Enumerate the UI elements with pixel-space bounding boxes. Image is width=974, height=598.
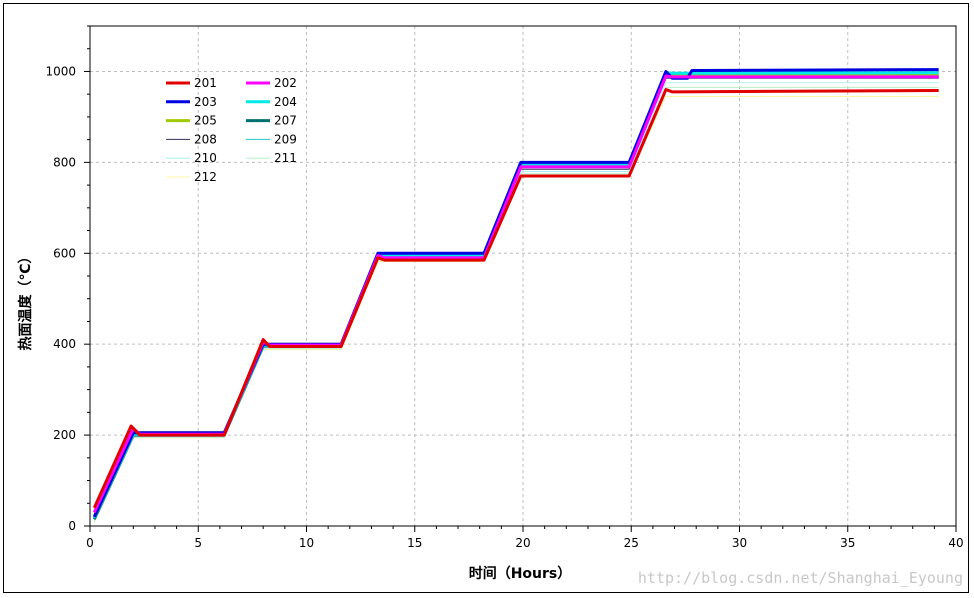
series-line-204	[92, 70, 939, 519]
x-tick-label: 40	[948, 536, 963, 550]
series-line-208	[93, 77, 939, 511]
x-tick-label: 25	[624, 536, 639, 550]
series-line-201	[92, 88, 939, 509]
legend-label-211: 211	[274, 151, 297, 165]
y-tick-label: 400	[53, 337, 76, 351]
x-tick-label: 0	[86, 536, 94, 550]
series-line-207	[92, 74, 939, 520]
y-tick-label: 0	[68, 519, 76, 533]
watermark-text: http://blog.csdn.net/Shanghai_Eyoung	[638, 569, 963, 587]
x-tick-label: 10	[299, 536, 314, 550]
x-axis-title: 时间（Hours）	[469, 565, 572, 582]
y-tick-label: 800	[53, 155, 76, 169]
x-tick-label: 30	[732, 536, 747, 550]
series-line-211	[93, 86, 939, 522]
y-tick-label: 600	[53, 246, 76, 260]
series-line-210	[93, 82, 939, 521]
legend-label-212: 212	[194, 170, 217, 184]
series-lines	[92, 68, 939, 523]
series-line-203	[92, 68, 939, 518]
legend: 201 202 203 204 205 207 208 209 210 211 212	[166, 76, 297, 184]
legend-label-210: 210	[194, 151, 217, 165]
series-line-209	[93, 73, 939, 520]
legend-label-205: 205	[194, 114, 217, 128]
series-line-202	[92, 74, 939, 514]
x-tick-label: 20	[515, 536, 530, 550]
y-tick-label: 200	[53, 428, 76, 442]
x-tick-label: 35	[840, 536, 855, 550]
x-tick-label: 5	[194, 536, 202, 550]
legend-label-203: 203	[194, 95, 217, 109]
series-line-205	[92, 73, 939, 517]
legend-label-207: 207	[274, 114, 297, 128]
grid	[90, 26, 956, 526]
x-tick-label: 15	[407, 536, 422, 550]
legend-label-202: 202	[274, 76, 297, 90]
legend-label-204: 204	[274, 95, 297, 109]
legend-label-201: 201	[194, 76, 217, 90]
y-tick-label: 1000	[45, 64, 76, 78]
series-line-212	[93, 96, 939, 523]
y-axis-title: 热面温度（℃）	[17, 250, 34, 351]
legend-label-209: 209	[274, 132, 297, 146]
legend-label-208: 208	[194, 132, 217, 146]
chart-frame	[3, 3, 969, 593]
